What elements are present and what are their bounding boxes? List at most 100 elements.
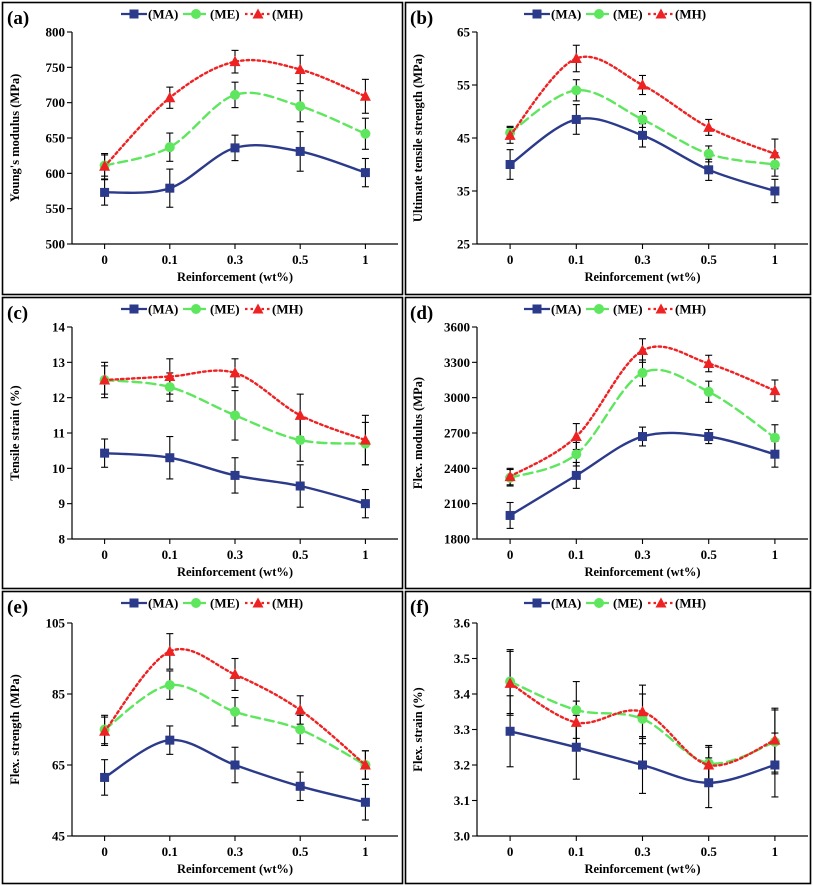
x-axis-title: Reinforcement (wt%)	[584, 565, 700, 579]
x-tick-label: 0.1	[162, 547, 178, 562]
y-tick-label: 105	[46, 616, 66, 631]
legend-marker-me	[594, 304, 604, 314]
y-tick-label: 3.3	[454, 722, 471, 737]
legend-label-mh: (MH)	[272, 302, 303, 317]
legend-marker-mh	[252, 597, 264, 608]
data-point-mh	[769, 384, 781, 396]
y-tick-label: 3600	[444, 320, 470, 335]
legend-marker-ma	[532, 9, 542, 19]
x-tick-label: 0.3	[227, 547, 244, 562]
y-tick-label: 600	[46, 166, 66, 181]
y-axis-title: Flex. strain (%)	[411, 687, 425, 771]
x-tick-label: 0.5	[292, 844, 309, 859]
chart-panel-c: 8 9 10 11 12 13 14 0 0.1 0.3 0.5 1 Reinforcement (wt…	[1, 296, 404, 590]
panel-border	[1, 1, 404, 296]
panel-label: (e)	[7, 597, 28, 618]
x-tick-label: 0.5	[701, 252, 718, 267]
x-axis-title: Reinforcement (wt%)	[584, 270, 700, 284]
x-tick-label: 1	[362, 252, 369, 267]
x-axis-title: Reinforcement (wt%)	[177, 862, 293, 876]
y-tick-label: 2700	[444, 426, 470, 441]
legend-label-ma: (MA)	[551, 596, 581, 611]
y-tick-label: 11	[53, 426, 65, 441]
data-point-me	[230, 89, 240, 100]
panel-border	[404, 590, 812, 885]
legend: (MA) (ME) (MH)	[121, 596, 303, 611]
data-point-mh	[570, 52, 582, 63]
chart-panel-d: 1800 2100 2400 2700 3000 3300 3600 0 0.1 0.3 0.5 1 R…	[404, 296, 812, 590]
x-tick-label: 0.1	[162, 252, 178, 267]
legend-label-me: (ME)	[210, 7, 240, 22]
legend-marker-mh	[655, 303, 667, 314]
y-tick-label: 3000	[444, 390, 470, 405]
legend-label-ma: (MA)	[551, 7, 581, 22]
x-tick-label: 0.1	[568, 844, 584, 859]
panel-border	[404, 296, 812, 590]
legend-marker-me	[594, 9, 604, 19]
data-point-mh	[294, 63, 306, 74]
y-axis-title: Ultimate tensile strength (MPa)	[411, 54, 425, 222]
series-line-me	[103, 378, 367, 445]
y-tick-label: 500	[46, 237, 66, 252]
legend-marker-me	[191, 9, 201, 19]
x-tick-label: 0	[507, 844, 514, 859]
x-tick-label: 0.3	[227, 252, 244, 267]
data-point-mh	[637, 344, 648, 356]
y-axis-title: Flex. strength (MPa)	[8, 674, 22, 785]
data-point-mh	[637, 79, 648, 90]
data-point-ma	[638, 130, 647, 140]
data-point-ma	[770, 760, 780, 770]
y-tick-label: 2400	[444, 461, 470, 476]
y-tick-label: 14	[52, 320, 66, 335]
y-tick-label: 65	[457, 25, 471, 40]
x-tick-label: 0.1	[162, 844, 178, 859]
data-point-me	[164, 680, 175, 691]
data-point-mh	[294, 409, 306, 420]
data-point-me	[637, 367, 648, 378]
panel-label: (c)	[7, 303, 28, 324]
x-tick-label: 1	[362, 844, 369, 859]
data-point-ma	[704, 778, 714, 788]
legend-marker-ma	[129, 9, 139, 19]
legend-label-me: (ME)	[210, 302, 240, 317]
y-tick-label: 13	[52, 355, 66, 370]
y-tick-label: 45	[52, 829, 66, 844]
x-tick-label: 1	[772, 547, 779, 562]
legend-label-mh: (MH)	[675, 7, 706, 22]
x-tick-label: 0.1	[568, 252, 584, 267]
data-point-mh	[164, 91, 176, 103]
data-point-ma	[165, 453, 175, 463]
y-tick-label: 45	[457, 131, 471, 146]
data-point-ma	[100, 448, 110, 458]
y-axis-title: Tensile strain (%)	[8, 385, 22, 480]
data-point-ma	[770, 186, 780, 196]
data-point-ma	[295, 781, 305, 791]
data-point-ma	[100, 772, 110, 782]
x-axis-title: Reinforcement (wt%)	[584, 862, 700, 876]
data-point-ma	[704, 165, 714, 175]
y-tick-label: 3.2	[454, 758, 470, 773]
series-line-me	[103, 683, 367, 767]
legend-marker-ma	[129, 598, 139, 608]
y-axis-title: Flex. modulus (MPa)	[411, 377, 425, 489]
x-tick-label: 0	[507, 252, 514, 267]
legend-marker-me	[594, 598, 604, 608]
y-tick-label: 800	[46, 25, 66, 40]
x-tick-label: 0.3	[634, 252, 651, 267]
data-point-me	[230, 706, 240, 717]
y-tick-label: 9	[59, 496, 66, 511]
data-point-ma	[360, 168, 370, 178]
x-tick-label: 0.1	[568, 547, 584, 562]
data-point-ma	[165, 735, 175, 745]
y-tick-label: 3300	[444, 355, 470, 370]
data-point-ma	[295, 481, 305, 491]
data-point-me	[769, 159, 780, 170]
y-tick-label: 8	[59, 532, 66, 547]
y-tick-label: 65	[52, 758, 66, 773]
x-axis-title: Reinforcement (wt%)	[177, 270, 293, 284]
data-point-mh	[229, 366, 241, 378]
data-point-me	[164, 382, 175, 393]
legend-marker-ma	[532, 304, 542, 314]
x-tick-label: 1	[772, 252, 779, 267]
